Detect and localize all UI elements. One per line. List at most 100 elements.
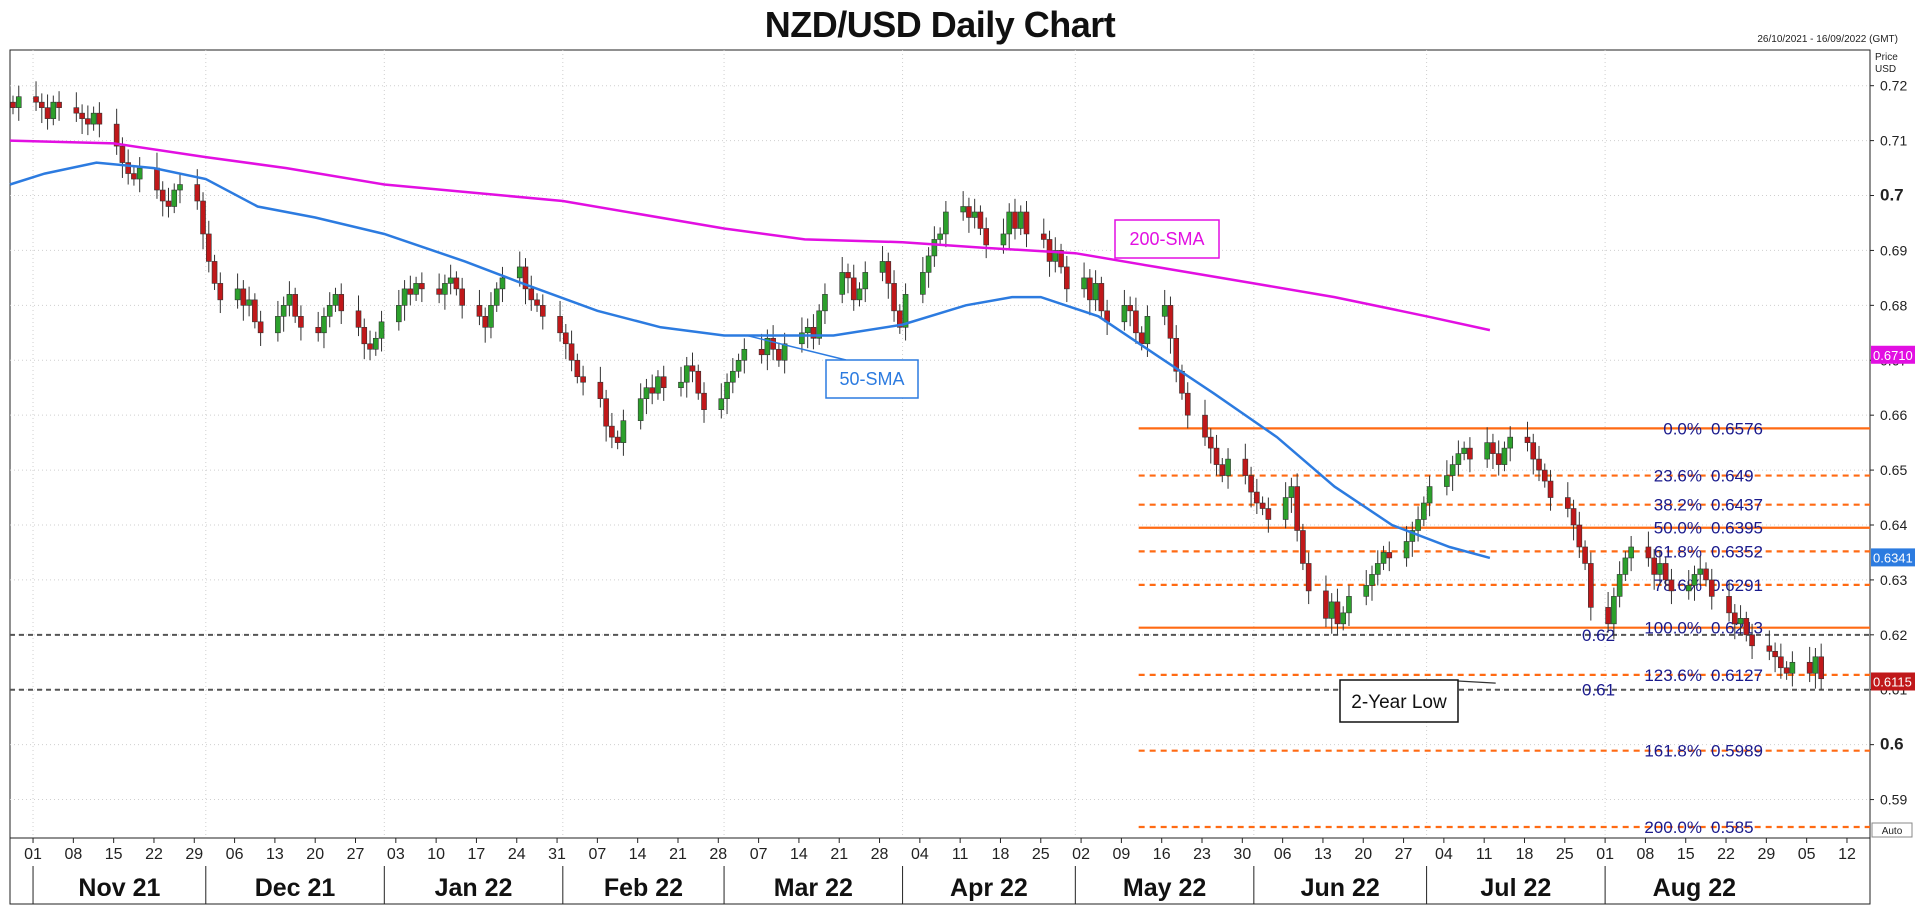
candle-up	[735, 359, 742, 372]
candle-up	[902, 294, 909, 328]
candle-down	[1254, 491, 1260, 504]
candle-down	[1772, 650, 1778, 658]
candle-down	[563, 332, 569, 345]
candle-down	[1012, 211, 1018, 229]
candle-up	[1444, 475, 1450, 487]
x-day-label: 15	[105, 846, 123, 863]
candle-up	[50, 101, 57, 119]
candle-up	[326, 305, 333, 317]
auto-scale-button[interactable]	[1871, 822, 1913, 838]
candle-up	[960, 206, 966, 213]
candle-up	[1225, 458, 1231, 476]
candle-down	[1818, 656, 1824, 680]
candle-up	[1449, 464, 1456, 476]
support-level-label: 0.61	[1582, 681, 1615, 700]
candle-down	[73, 107, 80, 114]
candle-down	[1766, 645, 1773, 652]
candle-up	[764, 337, 771, 356]
candle-up	[741, 348, 748, 361]
fib-level-percent: 100.0%	[1644, 619, 1702, 638]
candle-up	[1415, 519, 1421, 531]
candle-down	[1530, 442, 1537, 460]
candle-down	[1703, 568, 1709, 581]
x-day-label: 18	[1516, 846, 1534, 863]
fib-level-percent: 61.8%	[1654, 542, 1702, 561]
x-month-label: Dec 21	[255, 874, 336, 902]
x-day-label: 24	[508, 846, 526, 863]
candle-down	[574, 359, 581, 378]
fib-level-value: 0.6352	[1711, 542, 1763, 561]
candle-down	[113, 123, 120, 147]
candle-down	[1547, 480, 1554, 498]
candle-up	[1161, 305, 1168, 317]
fib-level-percent: 200.0%	[1644, 818, 1702, 837]
candle-up	[321, 316, 327, 334]
x-day-label: 17	[468, 846, 486, 863]
candle-up	[1737, 618, 1744, 625]
fib-level-percent: 161.8%	[1644, 742, 1702, 761]
candle-down	[1040, 233, 1047, 240]
fib-level-percent: 123.6%	[1644, 666, 1702, 685]
candle-down	[1259, 502, 1266, 509]
y-tick-label: 0.6	[1880, 735, 1904, 754]
candle-up	[1282, 497, 1289, 520]
fib-level-percent: 0.0%	[1663, 419, 1702, 438]
y-tick-label: 0.64	[1880, 517, 1907, 533]
candle-up	[879, 261, 886, 273]
candle-up	[488, 305, 494, 328]
candle-up	[1409, 530, 1416, 542]
y-tick-label: 0.68	[1880, 297, 1907, 313]
x-month-label: Aug 22	[1653, 874, 1736, 902]
candle-up	[1421, 502, 1427, 520]
x-day-label: 07	[750, 846, 768, 863]
candle-down	[1662, 563, 1669, 581]
sma-50-line	[9, 161, 1491, 560]
candle-up	[1000, 233, 1007, 246]
last-price-badge-bg	[1871, 672, 1915, 691]
x-day-label: 22	[145, 846, 163, 863]
candle-down	[1248, 475, 1254, 493]
x-day-label: 25	[1556, 846, 1574, 863]
y-axis-unit: USD	[1875, 64, 1896, 75]
candle-down	[453, 277, 460, 290]
candle-up	[971, 211, 978, 218]
fib-level-value: 0.6395	[1711, 519, 1763, 538]
candle-down	[1576, 524, 1583, 548]
candle-down	[482, 316, 488, 328]
x-day-label: 06	[1274, 846, 1292, 863]
candle-down	[131, 173, 137, 180]
candle-up	[1507, 436, 1514, 449]
candle-up	[718, 398, 725, 410]
x-day-label: 13	[266, 846, 284, 863]
x-month-label: Apr 22	[950, 874, 1028, 902]
candle-down	[1605, 607, 1611, 625]
candle-up	[643, 387, 650, 399]
x-day-label: 21	[830, 846, 848, 863]
candle-down	[1668, 579, 1675, 592]
candle-down	[459, 288, 465, 306]
candle-down	[580, 376, 586, 383]
candle-down	[1783, 667, 1790, 674]
x-day-label: 07	[588, 846, 606, 863]
x-month-label: May 22	[1123, 874, 1206, 902]
candle-down	[758, 348, 765, 356]
candle-down	[534, 299, 540, 306]
candle-down	[1564, 497, 1571, 509]
candle-down	[1490, 442, 1496, 454]
candle-down	[539, 305, 546, 317]
sma-50-callout-box	[825, 359, 919, 399]
x-day-label: 11	[1476, 846, 1493, 863]
candle-down	[165, 200, 172, 207]
candle-up	[920, 272, 926, 295]
candle-down	[367, 343, 373, 350]
candle-up	[447, 277, 454, 284]
candle-down	[568, 343, 575, 361]
candle-down	[1133, 310, 1139, 334]
candle-down	[1294, 486, 1300, 531]
candle-up	[516, 266, 523, 279]
x-day-label: 20	[306, 846, 324, 863]
candle-down	[609, 425, 615, 438]
candle-down	[79, 112, 85, 119]
x-day-label: 27	[347, 846, 365, 863]
